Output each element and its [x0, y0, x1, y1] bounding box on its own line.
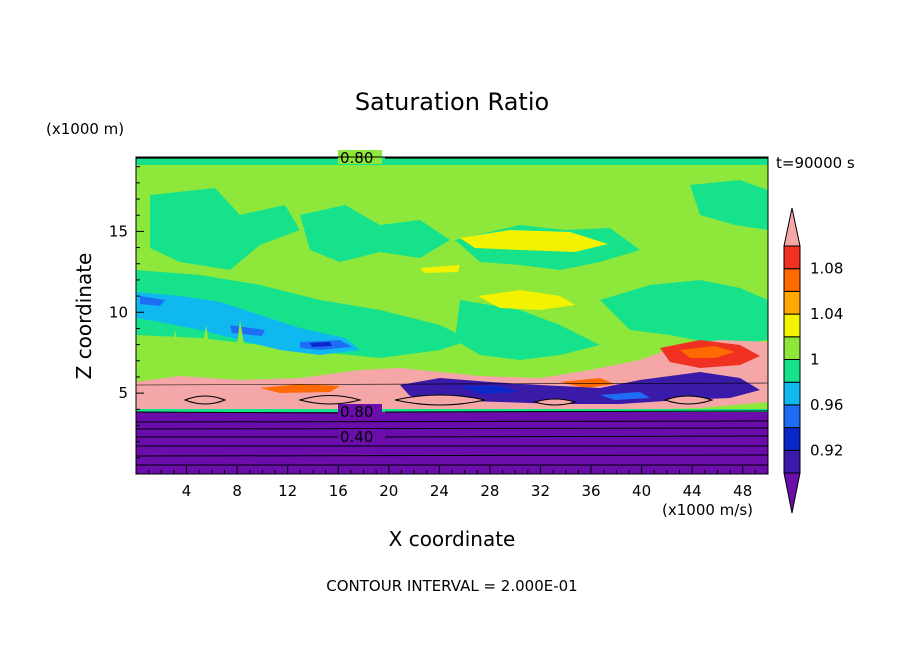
colorbar: 1.08 1.04 1 0.96 0.92 — [783, 207, 843, 514]
contour-label-bg — [338, 404, 382, 418]
colorbar-label: 1.08 — [810, 260, 843, 278]
x-tick-label: 8 — [232, 482, 242, 500]
colorbar-cell — [783, 245, 801, 270]
contour-interval-note: CONTOUR INTERVAL = 2.000E-01 — [326, 577, 578, 595]
field-patch — [600, 392, 650, 400]
field-lower-region — [136, 412, 768, 474]
field-patch — [260, 384, 340, 393]
colorbar-cell — [783, 449, 801, 474]
x-axis-label: X coordinate — [388, 527, 516, 551]
contour-line — [135, 427, 769, 430]
field-patch — [460, 230, 608, 252]
field-patch — [533, 398, 577, 406]
colorbar-cell — [783, 427, 801, 451]
field-patch — [560, 378, 615, 388]
colorbar-overflow — [783, 207, 801, 247]
plot-area: 0.80 0.80 0.40 — [135, 149, 769, 475]
x-tick-label: 44 — [683, 482, 702, 500]
field-patch — [310, 342, 332, 347]
field-band — [136, 409, 768, 412]
time-label: t=90000 s — [776, 154, 855, 172]
field-patch — [136, 270, 470, 358]
x-tick-label: 28 — [480, 482, 499, 500]
y-tick-label: 10 — [109, 303, 128, 321]
colorbar-cell — [783, 404, 801, 429]
contour-line — [135, 410, 769, 414]
x-axis-unit: (x1000 m/s) — [662, 501, 754, 519]
field-patch — [183, 395, 227, 405]
field-top-band — [136, 157, 768, 165]
chart-title: Saturation Ratio — [354, 88, 550, 116]
colorbar-label: 1.04 — [810, 305, 843, 323]
field-patch — [394, 394, 486, 406]
y-tick-label: 5 — [118, 384, 128, 402]
colorbar-cell — [783, 268, 801, 292]
colorbar-label: 1 — [810, 351, 820, 369]
contour-label: 0.40 — [340, 428, 373, 446]
colorbar-underflow — [783, 472, 801, 514]
colorbar-cell — [783, 290, 801, 315]
x-tick-label: 40 — [632, 482, 651, 500]
y-tick-label: 15 — [109, 222, 128, 240]
contour-label: 0.80 — [340, 149, 373, 167]
field-patch — [200, 325, 212, 362]
x-tick-label: 48 — [733, 482, 752, 500]
field-patch — [300, 205, 450, 262]
colorbar-cell — [783, 359, 801, 383]
x-axis: 4 8 12 16 20 24 28 32 36 40 44 48 — [148, 466, 756, 500]
colorbar-label: 0.92 — [810, 441, 843, 459]
contour-line — [135, 420, 769, 423]
field-patch — [455, 300, 600, 360]
x-tick-label: 12 — [278, 482, 297, 500]
field-patch — [478, 290, 575, 310]
field-patch — [170, 330, 182, 360]
field-patch — [150, 188, 300, 270]
colorbar-cell — [783, 336, 801, 360]
contour-line — [136, 435, 769, 438]
field-patch — [663, 395, 714, 405]
contour-label: 0.80 — [340, 403, 373, 421]
field-patch — [136, 292, 360, 355]
x-tick-label: 4 — [182, 482, 192, 500]
colorbar-cell — [783, 313, 801, 338]
x-tick-label: 36 — [581, 482, 600, 500]
colorbar-label: 0.96 — [810, 396, 843, 414]
x-tick-label: 20 — [379, 482, 398, 500]
contour-line — [135, 454, 769, 457]
field-patch — [400, 372, 760, 404]
field-patch — [298, 395, 362, 405]
contour-label-bg — [338, 429, 382, 443]
field-patch — [680, 346, 735, 358]
colorbar-cell — [783, 381, 801, 406]
field-patch — [420, 265, 460, 273]
x-tick-label: 32 — [531, 482, 550, 500]
field-patch — [140, 296, 165, 306]
field-patch — [235, 320, 247, 362]
x-tick-label: 16 — [329, 482, 348, 500]
contour-line — [135, 382, 769, 386]
z-axis-unit: (x1000 m) — [46, 120, 125, 138]
x-tick-label: 24 — [430, 482, 449, 500]
y-axis: 5 10 15 — [109, 166, 144, 459]
field-patch — [460, 386, 520, 394]
field-patch — [690, 180, 768, 230]
field-patch — [600, 280, 768, 345]
